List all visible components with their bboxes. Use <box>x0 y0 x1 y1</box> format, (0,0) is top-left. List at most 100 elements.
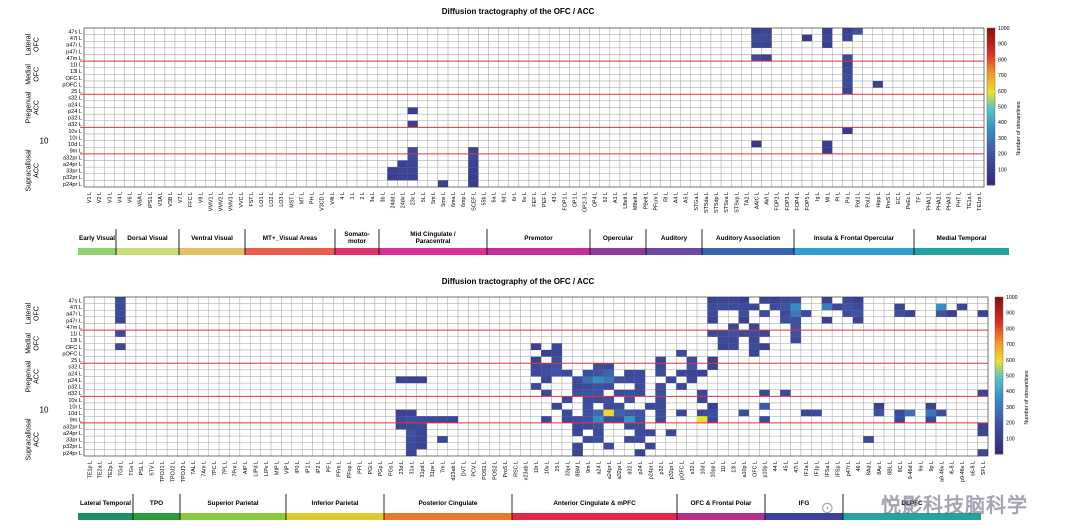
grid-cell <box>125 303 137 311</box>
heat-cell <box>697 396 708 403</box>
grid-cell <box>831 369 843 377</box>
grid-cell <box>208 429 220 437</box>
colorbar-segment <box>987 177 995 181</box>
grid-cell <box>862 127 873 135</box>
grid-cell <box>312 296 324 304</box>
colorbar-segment <box>995 333 1003 337</box>
grid-cell <box>852 153 863 161</box>
grid-cell <box>821 310 833 318</box>
grid-cell <box>781 147 793 155</box>
grid-cell <box>397 100 408 108</box>
grid-cell <box>154 41 166 49</box>
grid-cell <box>561 429 573 437</box>
grid-cell <box>592 296 604 304</box>
grid-cell <box>759 376 770 384</box>
grid-cell <box>690 113 702 121</box>
grid-cell <box>904 303 916 311</box>
grid-cell <box>831 422 843 430</box>
grid-cell <box>146 316 157 324</box>
column-label: a24pr L <box>607 461 613 479</box>
grid-cell <box>225 54 236 62</box>
grid-cell <box>933 60 944 68</box>
grid-cell <box>730 100 742 108</box>
grid-cell <box>395 349 407 357</box>
grid-cell <box>218 416 230 424</box>
heat-cell <box>437 416 448 423</box>
grid-cell <box>174 140 186 148</box>
grid-cell <box>619 60 631 68</box>
heat-cell <box>946 310 957 317</box>
grid-cell <box>281 369 293 377</box>
grid-cell <box>561 303 573 311</box>
colorbar-segment <box>995 341 1003 345</box>
column-label: PEF L <box>542 192 548 207</box>
grid-cell <box>946 363 958 371</box>
grid-cell <box>291 376 303 384</box>
grid-cell <box>265 127 277 135</box>
grid-cell <box>275 153 287 161</box>
grid-cell <box>326 120 338 128</box>
grid-cell <box>125 329 137 337</box>
grid-cell <box>863 296 874 304</box>
heat-cell <box>115 316 126 324</box>
grid-cell <box>892 127 904 135</box>
grid-cell <box>387 87 398 95</box>
column-label: 55b L <box>481 192 487 206</box>
heat-cell <box>761 54 772 62</box>
grid-cell <box>977 363 989 371</box>
grid-cell <box>239 343 251 351</box>
grid-cell <box>790 376 802 384</box>
grid-cell <box>619 74 631 82</box>
grid-cell <box>166 435 178 443</box>
grid-cell <box>873 389 885 397</box>
grid-cell <box>154 153 166 161</box>
grid-cell <box>306 27 317 35</box>
grid-cell <box>800 416 812 424</box>
colorbar-segment <box>987 164 995 168</box>
grid-cell <box>508 113 520 121</box>
grid-cell <box>781 166 793 174</box>
grid-cell <box>114 47 125 55</box>
grid-cell <box>239 336 251 344</box>
grid-cell <box>781 47 793 55</box>
grid-cell <box>457 87 469 95</box>
grid-cell <box>629 120 641 128</box>
grid-cell <box>761 166 772 174</box>
grid-cell <box>265 160 277 168</box>
grid-cell <box>946 369 958 377</box>
grid-cell <box>801 100 813 108</box>
grid-cell <box>229 435 241 443</box>
grid-cell <box>146 442 157 450</box>
grid-cell <box>761 160 772 168</box>
grid-cell <box>468 133 479 141</box>
grid-cell <box>281 449 293 457</box>
grid-cell <box>356 74 368 82</box>
grid-cell <box>873 369 885 377</box>
grid-cell <box>198 303 209 311</box>
grid-cell <box>923 133 934 141</box>
grid-cell <box>218 296 230 304</box>
grid-cell <box>548 160 560 168</box>
grid-cell <box>144 120 155 128</box>
grid-cell <box>609 60 621 68</box>
grid-cell <box>198 382 209 390</box>
grid-cell <box>316 120 327 128</box>
grid-cell <box>902 147 914 155</box>
row-label: 10d L <box>68 411 82 417</box>
grid-cell <box>540 396 552 404</box>
grid-cell <box>832 80 843 88</box>
grid-cell <box>478 409 490 417</box>
column-label: MT L <box>299 192 305 204</box>
grid-cell <box>286 140 297 148</box>
grid-cell <box>187 343 199 351</box>
grid-cell <box>943 140 954 148</box>
grid-cell <box>215 113 226 121</box>
grid-cell <box>518 94 530 102</box>
grid-cell <box>569 87 580 95</box>
grid-cell <box>821 442 833 450</box>
grid-cell <box>374 310 386 318</box>
grid-cell <box>235 173 246 181</box>
grid-cell <box>872 27 884 35</box>
grid-cell <box>559 160 570 168</box>
grid-cell <box>925 329 937 337</box>
